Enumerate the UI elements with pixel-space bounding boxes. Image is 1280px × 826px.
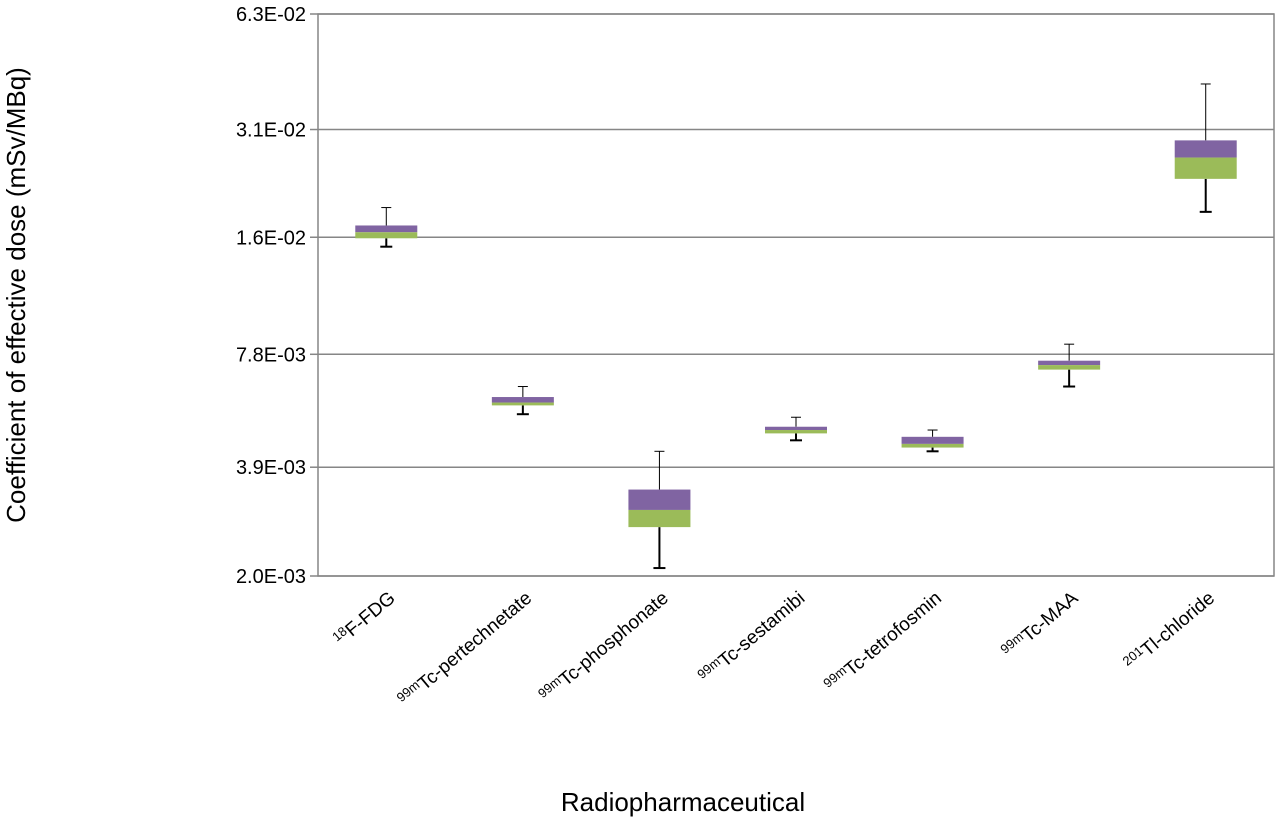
x-tick-label-name: Tc-pertechnetate	[414, 588, 536, 695]
y-tick-label: 2.0E-03	[236, 566, 306, 588]
x-tick-label: 99mTc-phosphonate	[535, 586, 673, 707]
x-axis-title: Radiopharmaceutical	[561, 787, 805, 817]
y-axis-tick-labels: 2.0E-03 3.9E-03 7.8E-03 1.6E-02 3.1E-02 6.3E-…	[236, 4, 306, 588]
upper-box	[355, 225, 418, 233]
x-tick-label-name: Tc-phosphonate	[556, 588, 673, 691]
upper-box	[765, 426, 827, 431]
box-2	[491, 386, 554, 416]
gridlines	[310, 13, 1274, 577]
upper-box	[628, 489, 691, 510]
box-5	[901, 429, 964, 453]
y-tick-label: 3.1E-02	[236, 120, 306, 142]
lower-box	[355, 232, 418, 239]
box-7	[1174, 83, 1237, 213]
lower-box	[628, 509, 691, 528]
boxes	[355, 83, 1237, 570]
x-tick-label: 99mTc-MAA	[997, 586, 1082, 663]
box-6	[1038, 343, 1101, 388]
x-tick-label: 99mTc-tetrofosmin	[820, 586, 946, 697]
lower-box	[901, 443, 964, 448]
upper-box	[901, 436, 964, 444]
x-tick-label: 18F-FDG	[329, 586, 399, 650]
plot-area	[317, 13, 1275, 577]
x-tick-label-name: Tl-chloride	[1137, 588, 1218, 661]
lower-box	[1038, 365, 1101, 370]
y-tick-label: 1.6E-02	[236, 227, 306, 249]
y-tick-label: 6.3E-02	[236, 4, 306, 26]
x-tick-label: 201Tl-chloride	[1120, 586, 1219, 675]
x-tick-label: 99mTc-sestamibi	[694, 586, 809, 688]
x-axis-category-labels: 18F-FDG99mTc-pertechnetate99mTc-phosphon…	[329, 586, 1219, 711]
upper-box	[1174, 140, 1237, 158]
x-tick-label-name: F-FDG	[342, 588, 400, 641]
lower-box	[491, 402, 554, 406]
upper-box	[491, 397, 554, 403]
upper-box	[1038, 360, 1101, 366]
box-4	[765, 416, 827, 442]
y-axis-title: Coefficient of effective dose (mSv/MBq)	[1, 67, 31, 523]
x-tick-label-name: Tc-sestamibi	[715, 588, 809, 672]
lower-box	[1174, 157, 1237, 179]
lower-box	[765, 430, 827, 434]
x-tick-label: 99mTc-pertechnetate	[393, 586, 536, 711]
x-tick-label-name: Tc-tetrofosmin	[841, 588, 946, 681]
y-tick-label: 3.9E-03	[236, 457, 306, 479]
y-tick-label: 7.8E-03	[236, 344, 306, 366]
box-3	[628, 450, 691, 570]
box-1	[355, 207, 418, 248]
x-tick-label-name: Tc-MAA	[1018, 588, 1083, 647]
